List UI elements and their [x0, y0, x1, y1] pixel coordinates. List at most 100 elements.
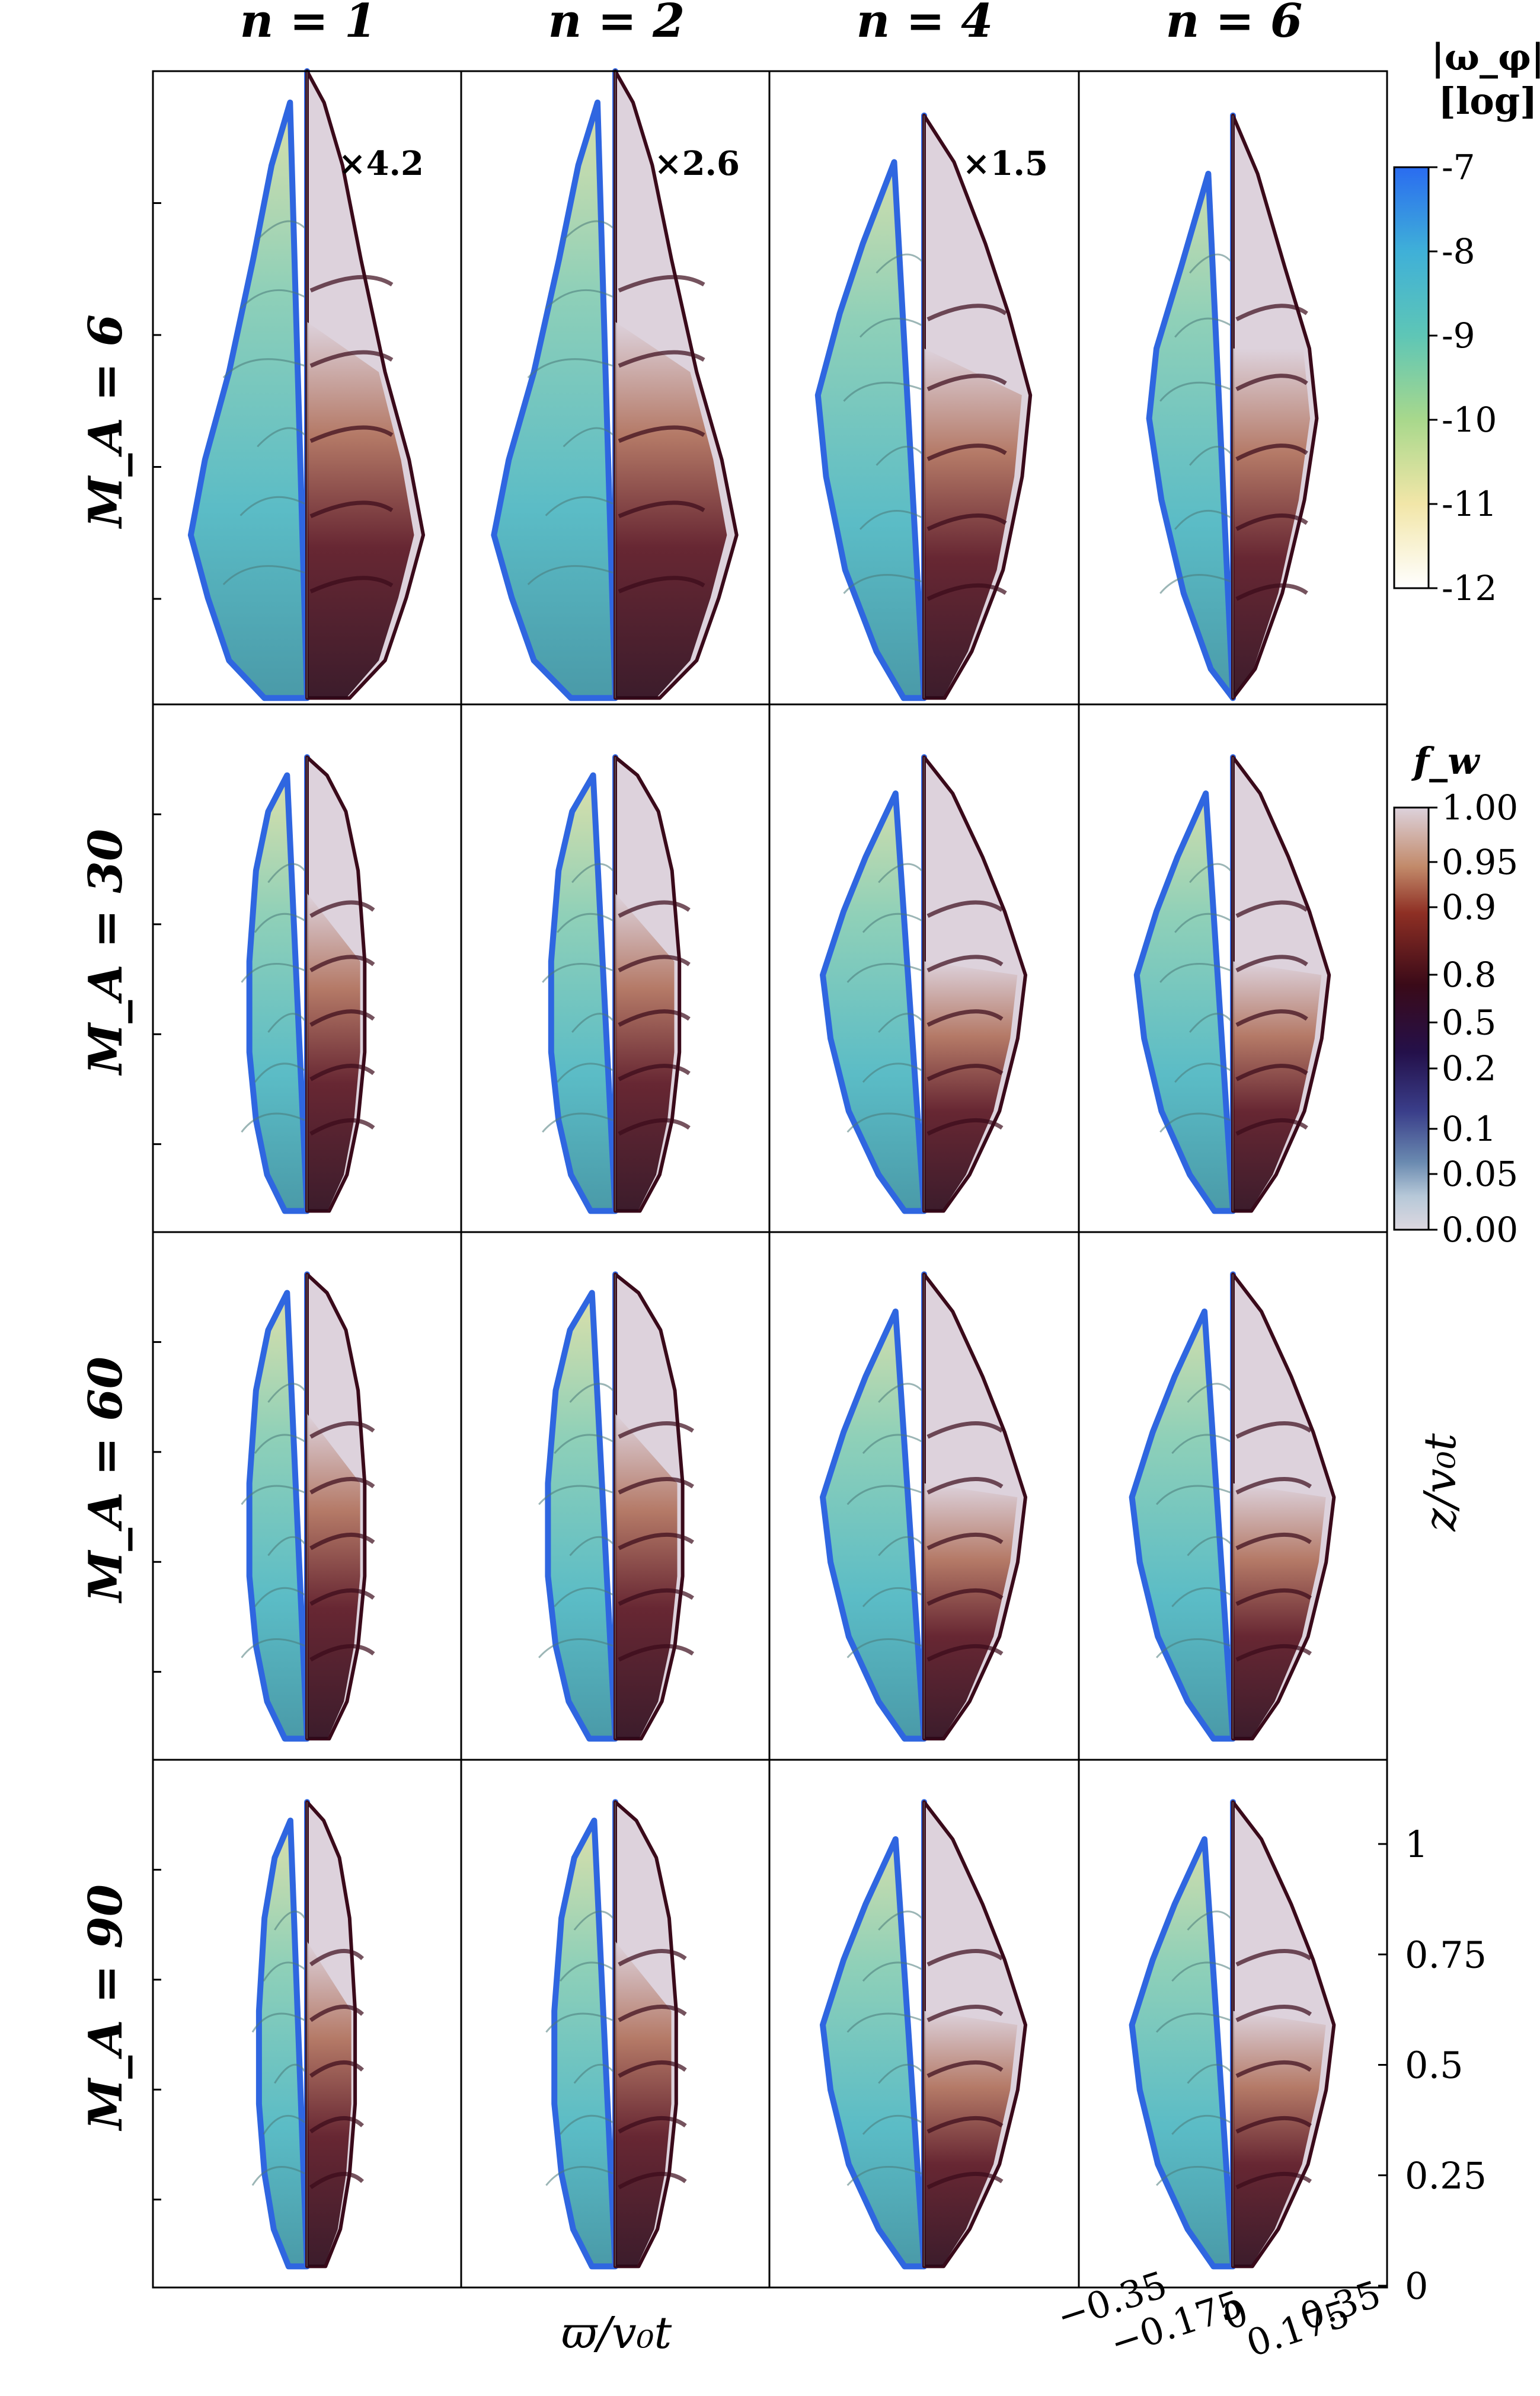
- panel-grid: [152, 68, 1388, 2289]
- row-title-ma6: M_A = 6: [79, 314, 133, 529]
- vorticity-half: [545, 1271, 618, 1742]
- vortex-streak: [563, 427, 614, 448]
- vortex-streak: [222, 565, 305, 585]
- mixed-material: [307, 1414, 360, 1739]
- vortex-streak: [545, 2012, 614, 2033]
- fraction-streak: [309, 1644, 375, 1662]
- column-title-n1: n = 1: [240, 0, 377, 48]
- vortex-streak: [846, 2166, 922, 2186]
- fraction-streak: [1235, 1948, 1312, 1967]
- vortex-streak: [257, 220, 306, 241]
- fraction-tick-label: 0.00: [1442, 1210, 1518, 1250]
- vortex-streak: [267, 1383, 306, 1403]
- fraction-streak: [926, 2060, 1004, 2078]
- mixed-material: [615, 321, 727, 698]
- vortex-streak: [251, 2012, 305, 2033]
- vortex-streak: [559, 1961, 614, 1982]
- vortex-streak: [1171, 1434, 1231, 1454]
- panel-r2-c2: [460, 703, 771, 1233]
- vortex-streak: [241, 1485, 305, 1505]
- row-title-ma60: M_A = 60: [79, 1357, 133, 1604]
- panel-r2-c4: [1078, 703, 1388, 1233]
- fraction-streak: [309, 955, 375, 972]
- column-title-n4: n = 4: [857, 0, 993, 48]
- fraction-tick-label: 0.2: [1442, 1048, 1496, 1089]
- fraction-streak: [618, 425, 705, 444]
- y-axis-ticks: 1 0.75 0.5 0.25 0: [1378, 1823, 1487, 2308]
- y-tick-label: 1: [1405, 1823, 1428, 1866]
- fraction-streak: [926, 374, 1007, 391]
- vortex-streak: [545, 2166, 614, 2186]
- vortex-streak: [1159, 574, 1231, 594]
- fraction-streak: [309, 2060, 365, 2078]
- mixed-material: [615, 1414, 678, 1739]
- mixed-material: [924, 348, 1022, 698]
- fraction-streak: [618, 1421, 695, 1439]
- fraction-streak: [926, 1009, 1004, 1027]
- vortex-streak: [1156, 1638, 1231, 1658]
- vorticity-half: [255, 1799, 310, 2270]
- fraction-streak: [618, 1644, 695, 1662]
- fraction-streak: [926, 1064, 1004, 1081]
- vorticity-half: [814, 112, 927, 701]
- fraction-streak: [618, 2116, 687, 2134]
- fraction-colorbar-title: f_w: [1411, 739, 1481, 783]
- fraction-streak: [618, 1532, 695, 1550]
- vortex-streak: [274, 2063, 306, 2084]
- fraction-streak: [309, 425, 394, 444]
- fraction-streak: [926, 1421, 1004, 1439]
- vortex-streak: [1159, 963, 1231, 983]
- vortex-streak: [1174, 913, 1231, 933]
- vortex-streak: [254, 1063, 305, 1083]
- vortex-streak: [843, 381, 922, 402]
- fraction-streak: [1235, 1064, 1308, 1081]
- fraction-streak: [309, 1118, 375, 1136]
- vorticity-half: [1129, 1799, 1236, 2270]
- panel-r4-c1: [152, 1759, 462, 2289]
- vortex-streak: [862, 913, 922, 933]
- fraction-streak: [1235, 1644, 1312, 1662]
- vortex-streak: [862, 1063, 922, 1083]
- fraction-streak: [1235, 583, 1308, 601]
- column-title-n2: n = 2: [548, 0, 685, 48]
- vorticity-half: [548, 754, 618, 1214]
- mixed-material: [1233, 2011, 1326, 2267]
- fraction-streak: [1235, 1476, 1312, 1495]
- mixed-material: [307, 893, 360, 1211]
- vortex-streak: [859, 510, 922, 530]
- vortex-streak: [254, 1587, 305, 1607]
- fraction-streak: [926, 1532, 1004, 1550]
- vortex-streak: [542, 1112, 614, 1133]
- vortex-streak: [862, 1587, 922, 1607]
- vortex-streak: [1171, 1961, 1231, 1982]
- fraction-streak: [926, 304, 1007, 321]
- vorticity-tick-label: -8: [1442, 231, 1475, 272]
- mixed-material: [1233, 961, 1322, 1211]
- vortex-streak: [573, 1910, 614, 1931]
- vortex-streak: [267, 1536, 306, 1556]
- fraction-streak: [309, 1009, 375, 1027]
- vortex-streak: [1189, 863, 1232, 883]
- vortex-streak: [862, 1434, 922, 1454]
- scale-annotation-n1: ×4.2: [338, 144, 424, 183]
- fraction-streak: [618, 1064, 691, 1081]
- vortex-streak: [557, 1063, 614, 1083]
- fraction-streak: [1235, 1118, 1308, 1136]
- vortex-streak: [878, 1536, 923, 1556]
- vorticity-half: [551, 1799, 618, 2270]
- fraction-streak: [618, 1009, 691, 1027]
- vortex-streak: [846, 2012, 922, 2033]
- vortex-streak: [538, 1638, 614, 1658]
- fraction-streak: [618, 350, 705, 368]
- y-tick-label: 0.25: [1405, 2154, 1487, 2197]
- fraction-streak: [618, 955, 691, 972]
- vortex-streak: [846, 1638, 922, 1658]
- vortex-streak: [241, 1112, 305, 1133]
- fraction-streak: [309, 1421, 375, 1439]
- panel-r1-c3: [768, 70, 1080, 706]
- vorticity-half: [246, 754, 310, 1214]
- vortex-streak: [542, 963, 614, 983]
- fraction-streak: [926, 2116, 1004, 2134]
- vortex-streak: [257, 427, 306, 448]
